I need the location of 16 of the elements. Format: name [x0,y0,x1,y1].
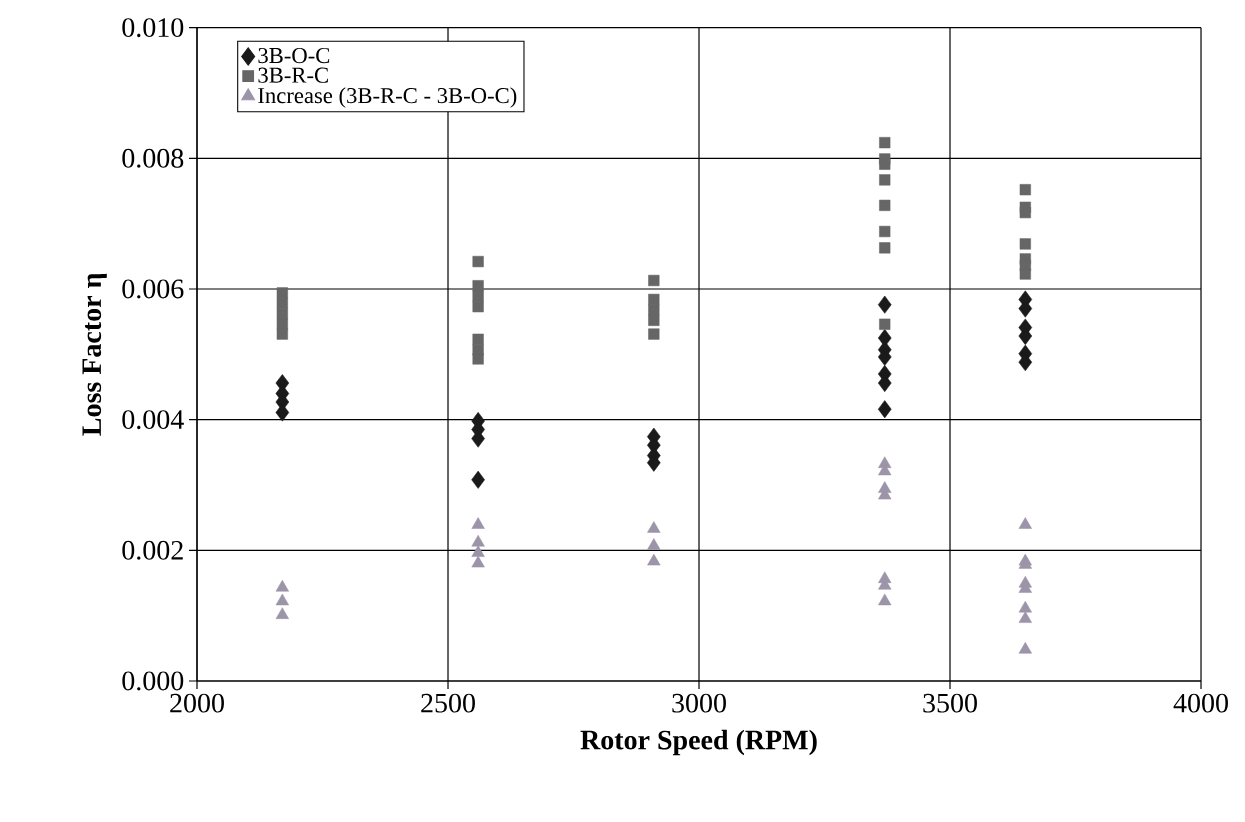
y-tick-label: 0.008 [122,148,184,168]
x-tick-label: 3500 [923,693,977,713]
legend-label: Increase (3B-R-C - 3B-O-C) [258,87,517,108]
y-axis-title: Loss Factor η [82,273,107,436]
y-tick-label: 0.002 [122,540,183,560]
x-axis-title: Rotor Speed (RPM) [580,729,817,756]
legend-label: 3B-R-C [258,67,328,83]
x-tick-label: 2000 [170,693,224,713]
y-tick-label: 0.000 [122,671,184,691]
y-tick-label: 0.004 [122,410,184,430]
x-tick-label: 4000 [1173,693,1228,713]
legend-label: 3B-O-C [258,47,330,64]
x-tick-label: 3000 [672,693,726,713]
y-tick-label: 0.010 [122,18,184,38]
y-tick-label: 0.006 [122,279,184,299]
x-tick-label: 2500 [421,693,475,713]
